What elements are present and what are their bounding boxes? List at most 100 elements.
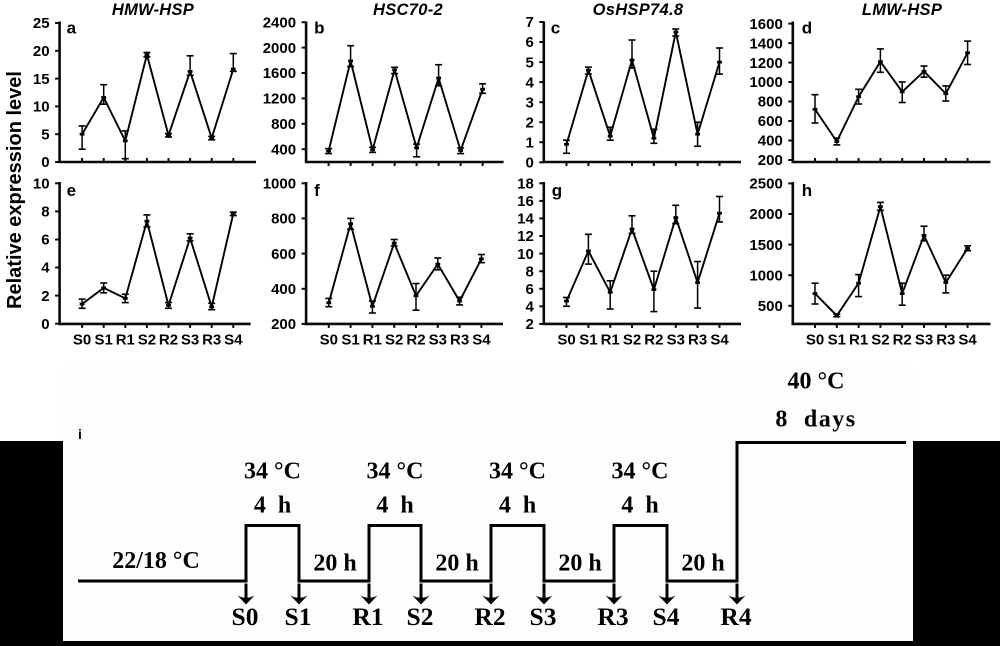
- svg-text:10: 10: [33, 99, 50, 116]
- svg-text:34 °C: 34 °C: [244, 459, 301, 485]
- svg-text:34 °C: 34 °C: [489, 459, 546, 485]
- svg-text:S4: S4: [224, 332, 243, 349]
- svg-text:R3: R3: [597, 602, 628, 631]
- svg-text:6: 6: [525, 281, 533, 298]
- svg-text:20 h: 20 h: [313, 551, 356, 577]
- svg-text:S3: S3: [429, 332, 447, 349]
- svg-text:2500: 2500: [749, 176, 782, 193]
- svg-text:c: c: [551, 19, 560, 38]
- svg-text:1400: 1400: [749, 35, 782, 52]
- svg-text:40 °C: 40 °C: [788, 369, 845, 395]
- svg-text:S0: S0: [557, 332, 575, 349]
- svg-text:S0: S0: [232, 602, 259, 631]
- svg-text:8 days: 8 days: [775, 407, 856, 433]
- svg-text:20: 20: [33, 43, 50, 60]
- svg-text:14: 14: [517, 211, 534, 228]
- svg-text:b: b: [314, 19, 324, 38]
- svg-text:S3: S3: [667, 332, 685, 349]
- svg-text:34 °C: 34 °C: [612, 459, 669, 485]
- svg-text:R4: R4: [720, 602, 751, 631]
- svg-text:h: h: [802, 181, 812, 200]
- svg-text:2400: 2400: [263, 14, 296, 31]
- svg-text:S4: S4: [653, 602, 680, 631]
- svg-text:S1: S1: [828, 332, 846, 349]
- svg-text:4 h: 4 h: [376, 493, 413, 519]
- svg-text:800: 800: [271, 116, 296, 133]
- svg-text:7: 7: [525, 14, 533, 31]
- svg-text:R3: R3: [688, 332, 707, 349]
- svg-text:1500: 1500: [749, 237, 782, 254]
- svg-text:i: i: [78, 426, 82, 442]
- svg-text:R2: R2: [159, 332, 178, 349]
- svg-text:8: 8: [525, 263, 533, 280]
- svg-text:20 h: 20 h: [435, 551, 478, 577]
- svg-text:16: 16: [517, 193, 534, 210]
- svg-text:400: 400: [271, 281, 296, 298]
- svg-text:400: 400: [271, 141, 296, 158]
- svg-text:1200: 1200: [263, 91, 296, 108]
- svg-text:15: 15: [33, 71, 50, 88]
- svg-text:1000: 1000: [263, 176, 296, 193]
- svg-text:R2: R2: [406, 332, 425, 349]
- svg-text:S2: S2: [871, 332, 889, 349]
- svg-text:f: f: [314, 181, 320, 200]
- svg-text:3: 3: [525, 94, 533, 111]
- svg-text:1: 1: [525, 134, 533, 151]
- svg-text:e: e: [67, 181, 76, 200]
- svg-text:5: 5: [41, 126, 49, 143]
- svg-text:S1: S1: [95, 332, 113, 349]
- svg-text:2: 2: [525, 316, 533, 333]
- svg-text:6: 6: [525, 34, 533, 51]
- svg-text:10: 10: [33, 176, 50, 193]
- svg-text:R1: R1: [363, 332, 382, 349]
- svg-text:Relative expression level: Relative expression level: [4, 71, 26, 309]
- svg-text:4: 4: [525, 74, 534, 91]
- svg-text:22/18 °C: 22/18 °C: [112, 548, 200, 574]
- svg-text:2: 2: [41, 288, 49, 305]
- svg-text:600: 600: [758, 113, 783, 130]
- svg-text:R1: R1: [116, 332, 135, 349]
- svg-text:12: 12: [517, 228, 534, 245]
- svg-text:4 h: 4 h: [621, 493, 658, 519]
- svg-text:S4: S4: [958, 332, 977, 349]
- svg-text:a: a: [67, 19, 77, 38]
- svg-text:2: 2: [525, 114, 533, 131]
- svg-text:S1: S1: [579, 332, 597, 349]
- svg-text:0: 0: [525, 155, 533, 172]
- svg-text:S2: S2: [138, 332, 156, 349]
- svg-text:6: 6: [41, 232, 49, 249]
- svg-text:R1: R1: [352, 602, 383, 631]
- svg-text:0: 0: [41, 154, 49, 171]
- svg-text:R2: R2: [893, 332, 912, 349]
- svg-text:4: 4: [525, 299, 534, 316]
- svg-text:S2: S2: [623, 332, 641, 349]
- svg-text:8: 8: [41, 204, 49, 221]
- svg-text:S1: S1: [341, 332, 359, 349]
- svg-text:S2: S2: [385, 332, 403, 349]
- svg-text:500: 500: [758, 298, 783, 315]
- svg-text:HSC70-2: HSC70-2: [373, 1, 443, 19]
- svg-text:1000: 1000: [749, 267, 782, 284]
- svg-text:25: 25: [33, 15, 50, 32]
- svg-text:2000: 2000: [749, 206, 782, 223]
- svg-text:S2: S2: [407, 602, 434, 631]
- svg-text:S3: S3: [181, 332, 199, 349]
- svg-text:S3: S3: [530, 602, 557, 631]
- svg-text:0: 0: [41, 316, 49, 333]
- svg-text:5: 5: [525, 54, 533, 71]
- svg-text:1200: 1200: [749, 55, 782, 72]
- svg-text:HMW-HSP: HMW-HSP: [112, 1, 195, 19]
- svg-text:18: 18: [517, 176, 534, 193]
- svg-text:S1: S1: [285, 602, 312, 631]
- svg-text:4: 4: [41, 260, 50, 277]
- svg-text:1600: 1600: [263, 65, 296, 82]
- svg-text:R2: R2: [474, 602, 505, 631]
- svg-text:R3: R3: [202, 332, 221, 349]
- svg-text:800: 800: [758, 94, 783, 111]
- svg-text:S0: S0: [73, 332, 91, 349]
- svg-text:20 h: 20 h: [558, 551, 601, 577]
- svg-text:800: 800: [271, 211, 296, 228]
- svg-text:4 h: 4 h: [499, 493, 536, 519]
- svg-text:400: 400: [758, 133, 783, 150]
- svg-text:200: 200: [758, 152, 783, 169]
